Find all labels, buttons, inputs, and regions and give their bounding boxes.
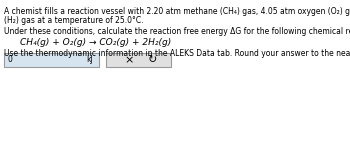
Text: ↻: ↻	[147, 55, 156, 65]
Text: (H₂) gas at a temperature of 25.0°C.: (H₂) gas at a temperature of 25.0°C.	[4, 16, 143, 25]
Text: 0: 0	[8, 56, 13, 64]
Text: CH₄(g) + O₂(g) → CO₂(g) + 2H₂(g): CH₄(g) + O₂(g) → CO₂(g) + 2H₂(g)	[20, 38, 171, 47]
Text: Under these conditions, calculate the reaction free energy ΔG for the following : Under these conditions, calculate the re…	[4, 27, 350, 36]
FancyBboxPatch shape	[106, 53, 171, 67]
Text: Use the thermodynamic information in the ALEKS Data tab. Round your answer to th: Use the thermodynamic information in the…	[4, 49, 350, 58]
Text: ×: ×	[124, 55, 133, 65]
FancyBboxPatch shape	[4, 53, 99, 67]
Text: kJ: kJ	[86, 56, 93, 64]
Text: A chemist fills a reaction vessel with 2.20 atm methane (CH₄) gas, 4.05 atm oxyg: A chemist fills a reaction vessel with 2…	[4, 7, 350, 16]
